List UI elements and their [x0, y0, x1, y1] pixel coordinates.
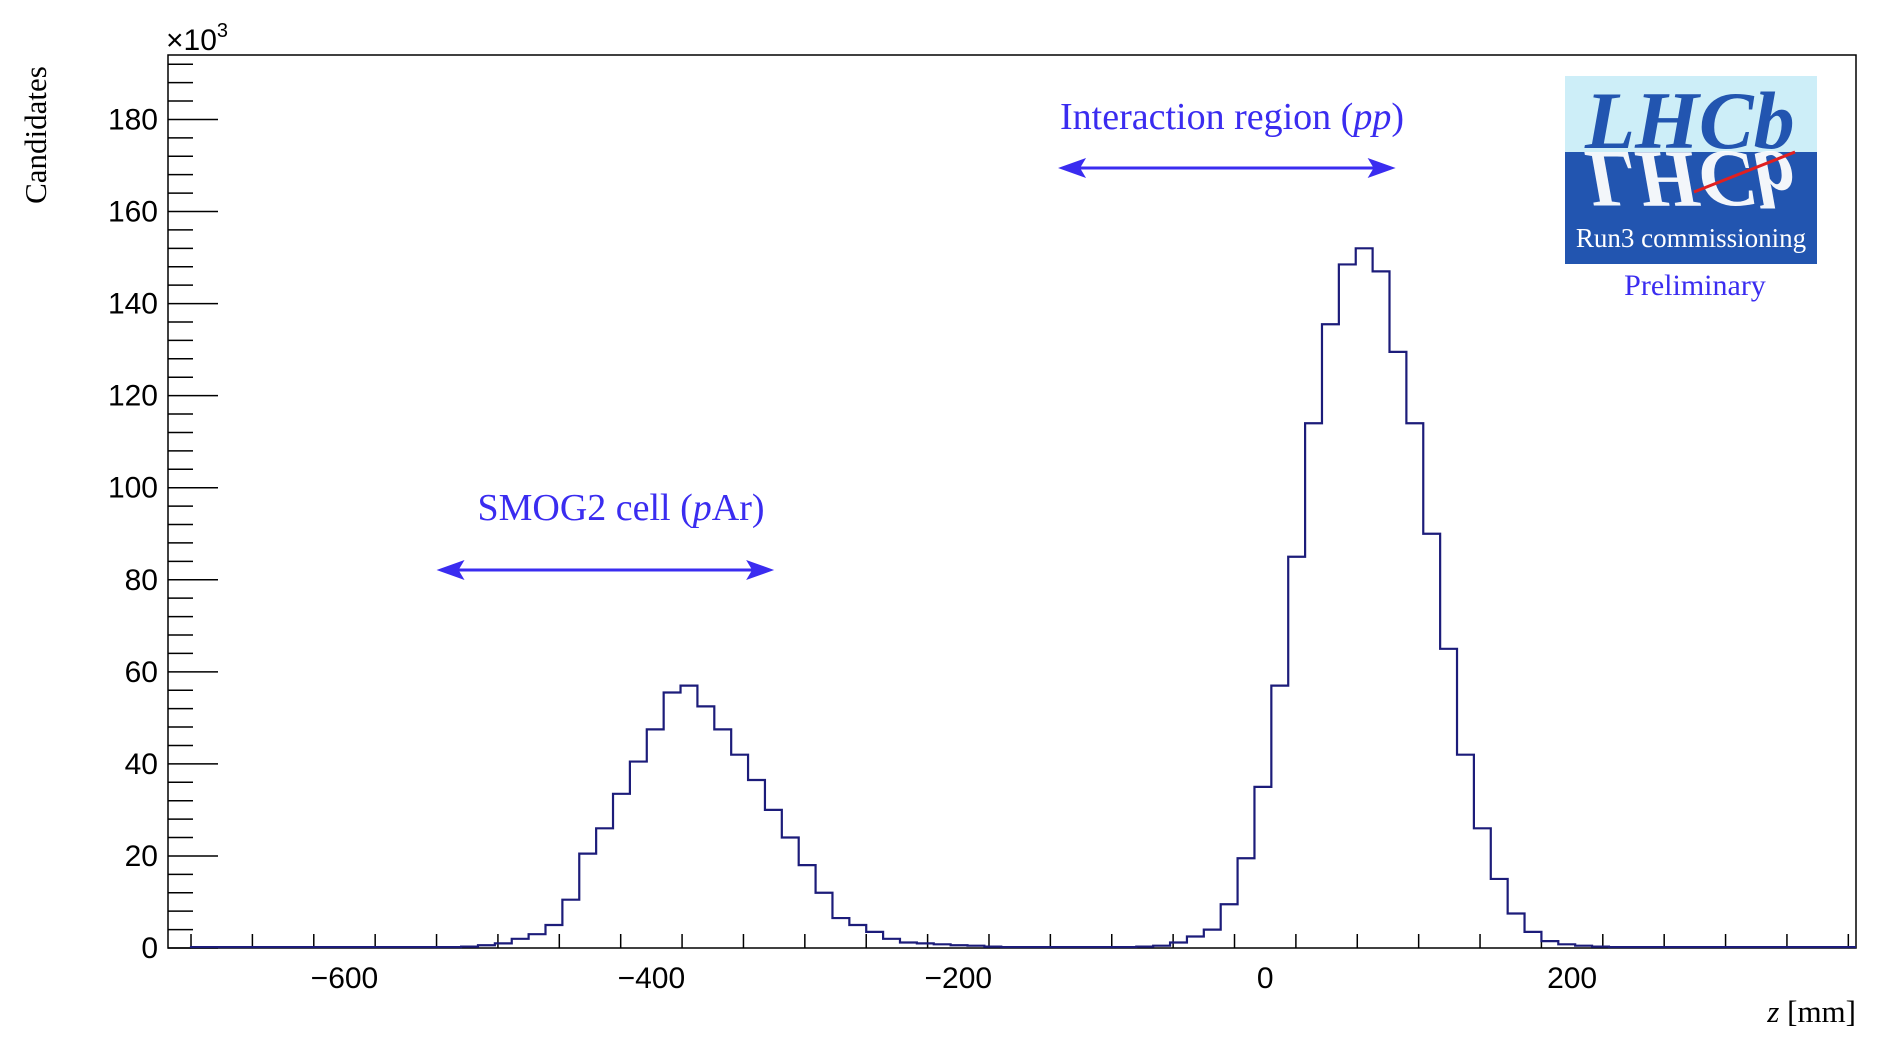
y-tick-label: 60: [125, 656, 158, 689]
histogram-bin: [1271, 686, 1288, 948]
histogram-bin: [1389, 352, 1406, 948]
histogram-bin: [562, 900, 579, 948]
histogram-bin: [1440, 649, 1457, 948]
y-multiplier-exp: 3: [217, 20, 228, 42]
histogram-bin: [596, 828, 613, 948]
histogram-bin: [1288, 557, 1305, 948]
histogram-bin: [849, 925, 866, 948]
histogram-bin: [1322, 324, 1339, 948]
histogram-bin: [1423, 534, 1440, 948]
x-axis-ticks: −600 −400 −200 0 200: [190, 934, 1850, 995]
histogram-bin: [1221, 904, 1238, 948]
histogram-bin: [1339, 264, 1356, 948]
x-tick-label: 0: [1257, 962, 1274, 995]
histogram-bin: [529, 934, 546, 948]
y-axis-title: Candidates: [18, 66, 53, 204]
histogram-bin: [1187, 936, 1204, 948]
x-axis-title: z [mm]: [1766, 994, 1856, 1029]
histogram-bin: [748, 780, 765, 948]
y-tick-label: 160: [108, 196, 158, 229]
histogram-bin: [714, 729, 731, 948]
logo-top-band: [1565, 76, 1817, 152]
x-axis-var: z: [1766, 994, 1779, 1029]
histogram-bin: [1305, 423, 1322, 948]
arrow-head-right: [1367, 158, 1396, 178]
histogram-bin: [1356, 248, 1373, 948]
histogram-bin: [1373, 271, 1390, 948]
histogram-bin: [1254, 787, 1271, 948]
histogram-bin: [1474, 828, 1491, 948]
logo-slash: [1693, 150, 1796, 194]
histogram-bin: [816, 893, 833, 948]
ir-annotation: Interaction region (pp): [1060, 96, 1404, 138]
histogram-bin: [512, 939, 529, 948]
histogram-bin: [731, 755, 748, 948]
lhcb-logo: LHCb LHCb Run3 commissioning Preliminary: [1565, 75, 1817, 302]
x-tick-label: −600: [311, 962, 379, 995]
y-axis-ticks: 0 20 40 60 80 100 120 140 160 180: [108, 63, 218, 965]
histogram-outline: [189, 247, 1856, 949]
histogram-bin: [681, 686, 698, 948]
y-tick-label: 140: [108, 288, 158, 321]
histogram-bin: [765, 810, 782, 948]
y-tick-label: 40: [125, 748, 158, 781]
x-tick-label: −200: [925, 962, 993, 995]
histogram-bin: [1525, 932, 1542, 948]
smog-range-arrow: [436, 560, 775, 580]
y-tick-label: 100: [108, 472, 158, 505]
ir-range-arrow: [1058, 158, 1396, 178]
y-tick-label: 0: [141, 932, 158, 965]
histogram-bin: [579, 854, 596, 948]
y-multiplier-base: ×10: [166, 24, 217, 57]
y-tick-label: 80: [125, 564, 158, 597]
histogram-bin: [630, 762, 647, 948]
logo-subtitle: Run3 commissioning: [1576, 223, 1806, 253]
y-multiplier: ×103: [166, 20, 228, 57]
x-axis-unit: [mm]: [1779, 994, 1856, 1029]
histogram-bin: [866, 932, 883, 948]
histogram-bin: [799, 865, 816, 948]
histogram-bin: [613, 794, 630, 948]
y-tick-label: 180: [108, 103, 158, 136]
logo-text-reflection: LHCb: [1584, 134, 1795, 225]
y-tick-label: 20: [125, 840, 158, 873]
histogram-bin: [664, 693, 681, 948]
histogram-bin: [832, 918, 849, 948]
histogram-bins: [191, 248, 1856, 948]
logo-box: [1565, 152, 1817, 264]
histogram-bin: [647, 729, 664, 948]
histogram-bin: [1457, 755, 1474, 948]
histogram-bin: [1238, 858, 1255, 948]
y-tick-label: 120: [108, 380, 158, 413]
histogram-bin: [697, 706, 714, 948]
histogram-bin: [1508, 913, 1525, 948]
histogram-bin: [1491, 879, 1508, 948]
histogram-bin: [883, 939, 900, 948]
logo-status: Preliminary: [1624, 269, 1766, 302]
logo-text: LHCb: [1584, 75, 1795, 166]
histogram-bin: [545, 925, 562, 948]
arrow-head-left: [436, 560, 465, 580]
histogram-bin: [782, 838, 799, 948]
smog-annotation: SMOG2 cell (pAr): [477, 487, 764, 529]
arrow-head-left: [1058, 158, 1087, 178]
x-tick-label: −400: [618, 962, 686, 995]
arrow-head-right: [746, 560, 775, 580]
x-tick-label: 200: [1547, 962, 1597, 995]
histogram-bin: [1204, 930, 1221, 948]
histogram-bin: [1406, 423, 1423, 948]
